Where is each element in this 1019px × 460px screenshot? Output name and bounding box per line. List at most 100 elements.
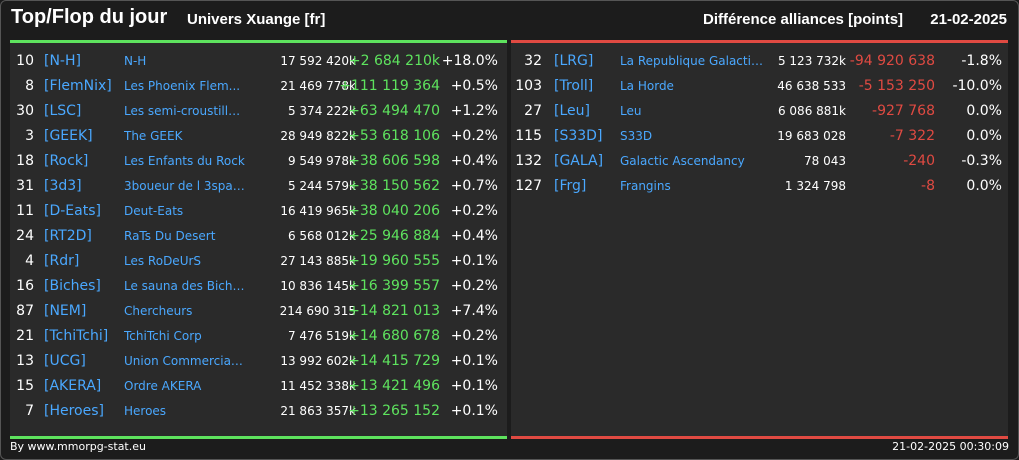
points-difference: +14 821 013 bbox=[348, 303, 440, 319]
alliance-tag-link[interactable]: [S33D] bbox=[554, 128, 603, 144]
alliance-tag-link[interactable]: [RT2D] bbox=[44, 228, 92, 244]
alliance-name-link[interactable]: Ordre AKERA bbox=[124, 379, 202, 393]
alliance-tag-link[interactable]: [UCG] bbox=[44, 353, 86, 369]
percent-change: +0.1% bbox=[450, 253, 498, 269]
points-difference: +13 421 496 bbox=[348, 378, 440, 394]
alliance-rank: 103 bbox=[515, 78, 542, 94]
alliance-name-link[interactable]: La Republique Galactique bbox=[620, 54, 770, 68]
alliance-points: 27 143 885k bbox=[280, 254, 356, 268]
alliance-points: 28 949 822k bbox=[280, 129, 356, 143]
top-row: 16 [Biches] Le sauna des Biches 10 836 145k… bbox=[10, 274, 507, 299]
alliance-name-link[interactable]: Le sauna des Biches bbox=[124, 279, 246, 293]
alliance-rank: 15 bbox=[16, 378, 34, 394]
percent-change: -10.0% bbox=[952, 78, 1002, 94]
percent-change: +0.2% bbox=[450, 203, 498, 219]
alliance-points: 16 419 965k bbox=[280, 204, 356, 218]
alliance-rank: 87 bbox=[16, 303, 34, 319]
points-difference: +25 946 884 bbox=[348, 228, 440, 244]
alliance-name-link[interactable]: TchiTchi Corp bbox=[124, 329, 202, 343]
alliance-rank: 21 bbox=[16, 328, 34, 344]
alliance-points: 11 452 338k bbox=[280, 379, 356, 393]
alliance-rank: 27 bbox=[524, 103, 542, 119]
alliance-name-link[interactable]: Les semi-croustilla... bbox=[124, 104, 246, 118]
alliance-tag-link[interactable]: [N-H] bbox=[44, 53, 81, 69]
alliance-name-link[interactable]: N-H bbox=[124, 54, 147, 68]
top-row: 24 [RT2D] RaTs Du Desert 6 568 012k +25 946 … bbox=[10, 224, 507, 249]
alliance-tag-link[interactable]: [Heroes] bbox=[44, 403, 104, 419]
alliance-name-link[interactable]: Deut-Eats bbox=[124, 204, 184, 218]
alliance-tag-link[interactable]: [GEEK] bbox=[44, 128, 93, 144]
alliance-rank: 30 bbox=[16, 103, 34, 119]
alliance-name-link[interactable]: Heroes bbox=[124, 404, 167, 418]
alliance-points: 5 244 579k bbox=[287, 179, 356, 193]
points-difference: -927 768 bbox=[872, 103, 935, 119]
top-row: 10 [N-H] N-H 17 592 420k +2 684 210k +18.0% bbox=[10, 49, 507, 74]
percent-change: +1.2% bbox=[450, 103, 498, 119]
alliance-name-link[interactable]: Frangins bbox=[620, 179, 671, 193]
percent-change: +0.2% bbox=[450, 278, 498, 294]
alliance-name-link[interactable]: Leu bbox=[620, 104, 642, 118]
alliance-tag-link[interactable]: [Biches] bbox=[44, 278, 101, 294]
alliance-tag-link[interactable]: [NEM] bbox=[44, 303, 87, 319]
points-difference: +16 399 557 bbox=[348, 278, 440, 294]
percent-change: +0.7% bbox=[450, 178, 498, 194]
percent-change: +0.2% bbox=[450, 328, 498, 344]
alliance-points: 214 690 315 bbox=[279, 304, 356, 318]
flop-row: 127 [Frg] Frangins 1 324 798 -8 0.0% bbox=[511, 174, 1008, 199]
footer-timestamp: 21-02-2025 00:30:09 bbox=[892, 440, 1009, 453]
points-difference: +14 680 678 bbox=[348, 328, 440, 344]
alliance-name-link[interactable]: Union Commerciale... bbox=[124, 354, 246, 368]
percent-change: +7.4% bbox=[450, 303, 498, 319]
percent-change: 0.0% bbox=[966, 178, 1002, 194]
points-difference: +2 684 210k bbox=[348, 53, 440, 69]
alliance-rank: 4 bbox=[25, 253, 34, 269]
alliance-tag-link[interactable]: [FlemNix] bbox=[44, 78, 112, 94]
page-title: Top/Flop du jour bbox=[11, 6, 168, 28]
alliance-name-link[interactable]: Chercheurs bbox=[124, 304, 193, 318]
alliance-rank: 132 bbox=[515, 153, 542, 169]
alliance-tag-link[interactable]: [3d3] bbox=[44, 178, 82, 194]
percent-change: +0.1% bbox=[450, 353, 498, 369]
alliance-name-link[interactable]: Galactic Ascendancy bbox=[620, 154, 745, 168]
alliance-tag-link[interactable]: [Rdr] bbox=[44, 253, 80, 269]
flop-row: 132 [GALA] Galactic Ascendancy 78 043 -240 -0… bbox=[511, 149, 1008, 174]
points-difference: +38 150 562 bbox=[348, 178, 440, 194]
alliance-tag-link[interactable]: [D-Eats] bbox=[44, 203, 101, 219]
points-difference: -240 bbox=[903, 153, 935, 169]
alliance-tag-link[interactable]: [LRG] bbox=[554, 53, 594, 69]
alliance-rank: 3 bbox=[25, 128, 34, 144]
percent-change: +0.1% bbox=[450, 378, 498, 394]
alliance-points: 6 568 012k bbox=[287, 229, 356, 243]
points-difference: +38 040 206 bbox=[348, 203, 440, 219]
percent-change: 0.0% bbox=[966, 128, 1002, 144]
alliance-tag-link[interactable]: [Leu] bbox=[554, 103, 590, 119]
percent-change: +0.1% bbox=[450, 403, 498, 419]
alliance-tag-link[interactable]: [Troll] bbox=[554, 78, 594, 94]
alliance-name-link[interactable]: S33D bbox=[620, 129, 653, 143]
alliance-points: 46 638 533 bbox=[777, 79, 846, 93]
universe-subtitle: Univers Xuange [fr] bbox=[187, 11, 326, 28]
alliance-name-link[interactable]: Les Phoenix Flem... bbox=[124, 79, 241, 93]
alliance-tag-link[interactable]: [GALA] bbox=[554, 153, 604, 169]
alliance-points: 5 123 732k bbox=[777, 54, 846, 68]
alliance-name-link[interactable]: Les Enfants du Rock bbox=[124, 154, 245, 168]
alliance-points: 10 836 145k bbox=[280, 279, 356, 293]
alliance-name-link[interactable]: RaTs Du Desert bbox=[124, 229, 216, 243]
alliance-name-link[interactable]: La Horde bbox=[620, 79, 674, 93]
alliance-name-link[interactable]: 3boueur de l 3space bbox=[124, 179, 246, 193]
top-row: 18 [Rock] Les Enfants du Rock 9 549 978k +38… bbox=[10, 149, 507, 174]
alliance-name-link[interactable]: The GEEK bbox=[124, 129, 183, 143]
top-row: 15 [AKERA] Ordre AKERA 11 452 338k +13 421 4… bbox=[10, 374, 507, 399]
alliance-tag-link[interactable]: [LSC] bbox=[44, 103, 82, 119]
alliance-tag-link[interactable]: [Frg] bbox=[554, 178, 587, 194]
alliance-tag-link[interactable]: [AKERA] bbox=[44, 378, 102, 394]
alliance-name-link[interactable]: Les RoDeUrS bbox=[124, 254, 202, 268]
top-row: 21 [TchiTchi] TchiTchi Corp 7 476 519k +14 6… bbox=[10, 324, 507, 349]
flop-panel: 32 [LRG] La Republique Galactique 5 123 732… bbox=[511, 40, 1008, 439]
flop-row: 32 [LRG] La Republique Galactique 5 123 732… bbox=[511, 49, 1008, 74]
alliance-points: 78 043 bbox=[804, 154, 846, 168]
alliance-tag-link[interactable]: [Rock] bbox=[44, 153, 89, 169]
alliance-rank: 8 bbox=[25, 78, 34, 94]
alliance-points: 7 476 519k bbox=[287, 329, 356, 343]
alliance-tag-link[interactable]: [TchiTchi] bbox=[44, 328, 109, 344]
